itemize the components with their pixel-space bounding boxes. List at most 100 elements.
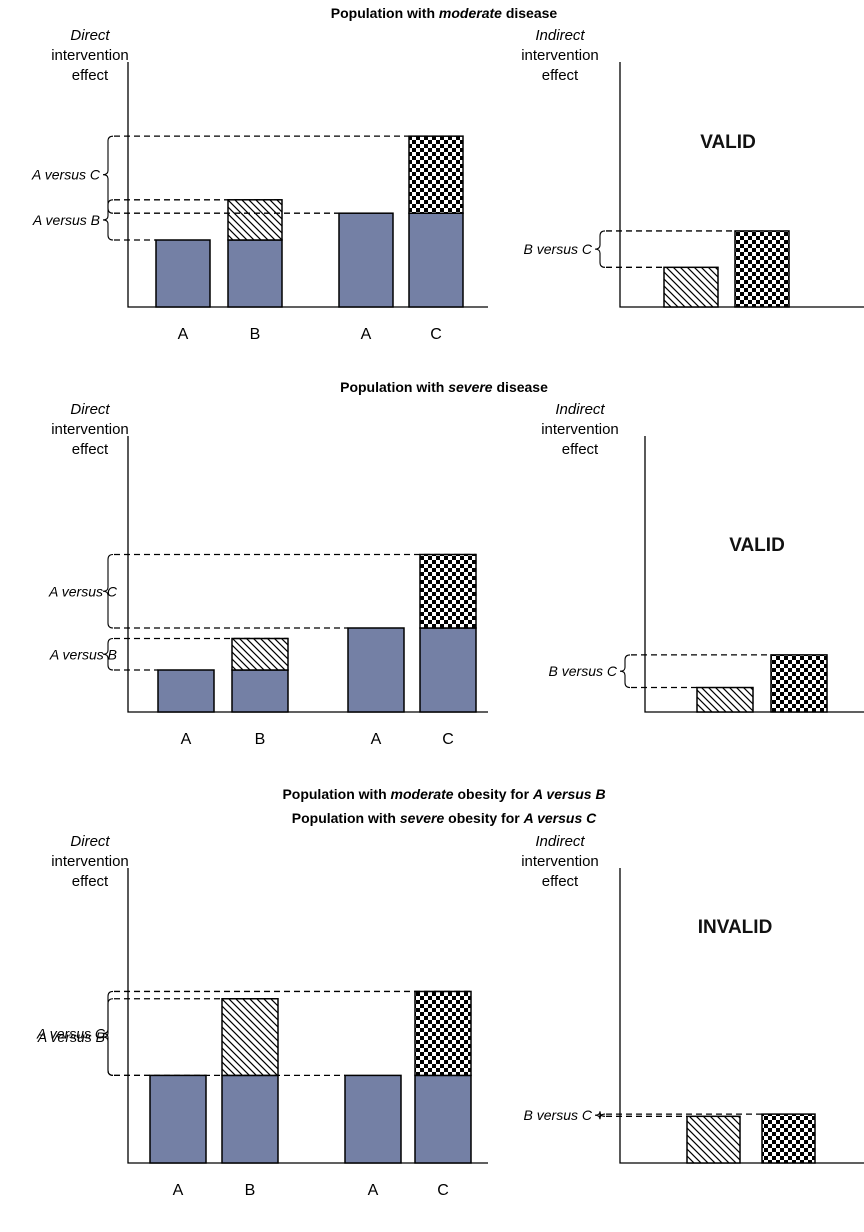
direct-axis-label: Direct intervention effect (51, 833, 129, 890)
category-label-A: A (361, 326, 372, 343)
panel-subtitle-part: severe (400, 810, 445, 826)
axis-label-line: effect (542, 67, 579, 84)
comparison-brace (594, 1111, 606, 1120)
axis-label-line: Direct (70, 27, 110, 44)
bar-indirect-B (696, 686, 754, 713)
category-label-B: B (245, 1182, 256, 1199)
indirect-axis-label: Indirect intervention effect (521, 833, 599, 890)
category-label-C: C (430, 326, 442, 343)
axis-label-line: Indirect (555, 401, 605, 418)
comparison-brace (619, 654, 631, 689)
label-B-versus-C: B versus C (524, 1107, 593, 1123)
direct-axis-label: Direct intervention effect (51, 401, 129, 458)
bar-B-base (227, 239, 283, 308)
panels-root: Population with moderate disease Direct in… (31, 5, 864, 1199)
panel-1: Population with moderate disease Direct in… (31, 5, 864, 343)
direct-axis-label: Direct intervention effect (51, 27, 129, 84)
bar-A-vs-B-control (149, 1074, 207, 1164)
verdict-label: INVALID (698, 917, 773, 938)
bar-C-effect (414, 990, 472, 1077)
panel-title-part: moderate (391, 786, 454, 802)
category-label-A: A (181, 731, 192, 748)
panel-title-part: disease (493, 379, 548, 395)
indirect-axis-label: Indirect intervention effect (541, 401, 619, 458)
label-A-versus-B: A versus B (32, 212, 100, 228)
comparison-brace (102, 199, 114, 241)
comparison-brace (102, 553, 114, 629)
panel-subtitle-part: A versus C (523, 810, 598, 826)
bar-A-vs-C-control (347, 627, 405, 713)
category-label-B: B (255, 731, 266, 748)
axis-label-line: Direct (70, 833, 110, 850)
bar-B-effect (221, 998, 279, 1077)
bar-indirect-C (770, 654, 828, 713)
panel-title-part: moderate (439, 5, 502, 21)
panel-title-part: Population with (282, 786, 390, 802)
bar-C-base (419, 627, 477, 713)
indirect-axes (644, 436, 864, 713)
indirect-axes (619, 868, 864, 1164)
axis-label-line: intervention (51, 47, 129, 64)
panel-subtitle-part: Population with (292, 810, 400, 826)
axis-label-line: effect (72, 67, 109, 84)
bar-A-vs-C-control (338, 212, 394, 308)
panel-title-part: Population with (340, 379, 448, 395)
verdict-label: VALID (700, 132, 756, 153)
panel-title-part: A versus B (532, 786, 606, 802)
bar-B-base (231, 669, 289, 713)
panel-title-part: disease (502, 5, 557, 21)
category-label-A: A (371, 731, 382, 748)
bar-B-effect (231, 637, 289, 671)
panel-title: Population with severe disease (340, 379, 548, 395)
axis-label-line: Indirect (535, 27, 585, 44)
axis-label-line: effect (72, 441, 109, 458)
axis-label-line: effect (72, 873, 109, 890)
bar-indirect-B (663, 266, 719, 308)
panel-title: Population with moderate disease (331, 5, 558, 21)
category-label-A: A (173, 1182, 184, 1199)
bar-C-effect (419, 553, 477, 629)
bar-C-effect (408, 135, 464, 214)
axis-label-line: intervention (51, 421, 129, 438)
category-label-C: C (442, 731, 454, 748)
label-A-versus-B: A versus B (49, 646, 117, 662)
panel-3: Population with moderate obesity for A v… (36, 786, 864, 1199)
bar-indirect-B (686, 1115, 741, 1164)
axis-label-line: intervention (541, 421, 619, 438)
bar-A-vs-B-control (155, 239, 211, 308)
label-A-versus-C: A versus C (31, 167, 101, 183)
axis-label-line: effect (542, 873, 579, 890)
bar-indirect-C (761, 1113, 816, 1164)
indirect-axis-label: Indirect intervention effect (521, 27, 599, 84)
bar-A-vs-C-control (344, 1074, 402, 1164)
label-B-versus-C: B versus C (524, 241, 593, 257)
comparison-brace (594, 230, 606, 268)
category-label-A: A (178, 326, 189, 343)
axis-label-line: Direct (70, 401, 110, 418)
bar-A-vs-B-control (157, 669, 215, 713)
bar-B-base (221, 1074, 279, 1164)
category-label-B: B (250, 326, 261, 343)
axis-label-line: Indirect (535, 833, 585, 850)
comparison-brace (102, 637, 114, 671)
bar-C-base (408, 212, 464, 308)
category-label-A: A (368, 1182, 379, 1199)
comparison-brace (102, 998, 114, 1076)
axis-label-line: intervention (51, 853, 129, 870)
bar-C-base (414, 1074, 472, 1164)
panel-title-part: obesity for (454, 786, 533, 802)
category-label-C: C (437, 1182, 449, 1199)
panel-subtitle-part: obesity for (444, 810, 523, 826)
panel-title-part: severe (448, 379, 493, 395)
axis-label-line: intervention (521, 853, 599, 870)
axis-label-line: intervention (521, 47, 599, 64)
bar-B-effect (227, 199, 283, 241)
comparison-brace (102, 135, 114, 214)
panel-subtitle: Population with severe obesity for A ver… (292, 810, 597, 826)
label-B-versus-C: B versus C (549, 663, 618, 679)
verdict-label: VALID (729, 535, 785, 556)
label-A-versus-B: A versus B (37, 1029, 105, 1045)
panel-2: Population with severe disease Direct inte… (48, 379, 864, 748)
label-A-versus-C: A versus C (36, 1025, 106, 1041)
